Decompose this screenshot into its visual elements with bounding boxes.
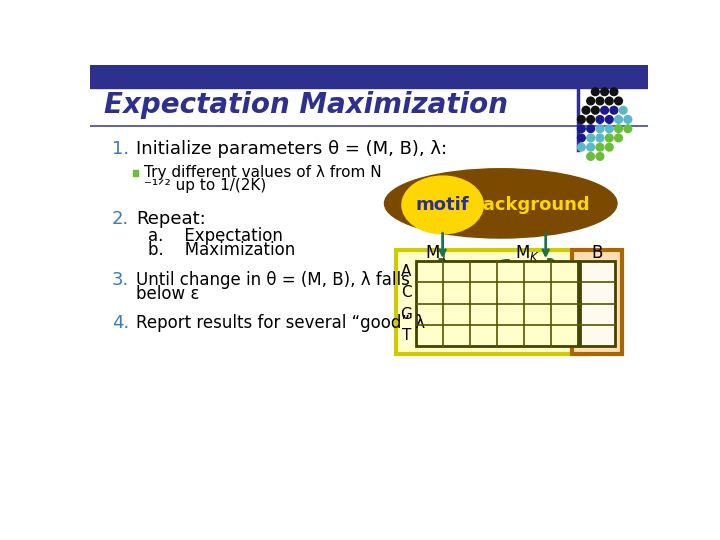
Circle shape [596,125,604,132]
Circle shape [582,106,590,114]
Ellipse shape [402,176,483,234]
FancyBboxPatch shape [396,249,586,354]
Text: a.    Expectation: a. Expectation [148,227,283,245]
Circle shape [619,106,627,114]
Text: M$_1$: M$_1$ [425,244,448,264]
Circle shape [606,134,613,142]
Circle shape [596,97,604,105]
Circle shape [587,134,595,142]
Text: Try different values of λ from N: Try different values of λ from N [144,165,382,180]
Text: T: T [402,328,411,343]
Text: Until change in θ = (M, B), λ falls: Until change in θ = (M, B), λ falls [137,272,410,289]
Circle shape [606,97,613,105]
Text: Expectation Maximization: Expectation Maximization [104,91,508,119]
Circle shape [606,116,613,123]
Text: ⁻¹ᐟ² up to 1/(2K): ⁻¹ᐟ² up to 1/(2K) [144,178,266,193]
Text: 1.: 1. [112,140,129,159]
Circle shape [615,125,622,132]
Circle shape [577,143,585,151]
Circle shape [624,116,631,123]
FancyBboxPatch shape [415,261,578,346]
Text: Initialize parameters θ = (M, B), λ:: Initialize parameters θ = (M, B), λ: [137,140,448,159]
Ellipse shape [384,168,617,238]
Circle shape [587,143,595,151]
Text: 2.: 2. [112,210,129,228]
Circle shape [624,125,631,132]
Text: background: background [470,196,590,214]
Text: b.    Maximization: b. Maximization [148,241,295,259]
Circle shape [600,106,608,114]
Circle shape [587,125,595,132]
Circle shape [610,88,618,96]
Text: Report results for several “good” λ: Report results for several “good” λ [137,314,426,332]
FancyBboxPatch shape [580,261,615,346]
Text: C: C [401,286,412,300]
Circle shape [596,143,604,151]
Circle shape [615,116,622,123]
Circle shape [600,88,608,96]
Circle shape [606,125,613,132]
Circle shape [610,106,618,114]
Circle shape [615,97,622,105]
Circle shape [577,125,585,132]
Text: below ε: below ε [137,285,200,303]
Circle shape [587,97,595,105]
Circle shape [587,116,595,123]
Text: G: G [400,307,412,322]
Bar [90,65,648,88]
Text: λ: λ [436,258,452,282]
Circle shape [596,116,604,123]
Text: 3.: 3. [112,272,129,289]
Text: A: A [401,264,411,279]
Bar [132,170,138,176]
Circle shape [591,88,599,96]
Circle shape [577,134,585,142]
Circle shape [606,143,613,151]
Circle shape [615,134,622,142]
Circle shape [577,116,585,123]
Circle shape [591,106,599,114]
Circle shape [596,134,604,142]
Circle shape [596,153,604,160]
Text: B: B [591,245,603,262]
Text: M$_K$: M$_K$ [516,244,540,264]
Circle shape [587,153,595,160]
Text: 4.: 4. [112,314,129,332]
Text: motif: motif [416,196,469,214]
FancyBboxPatch shape [572,249,622,354]
Text: 1 – λ: 1 – λ [498,258,562,282]
Text: Repeat:: Repeat: [137,210,206,228]
